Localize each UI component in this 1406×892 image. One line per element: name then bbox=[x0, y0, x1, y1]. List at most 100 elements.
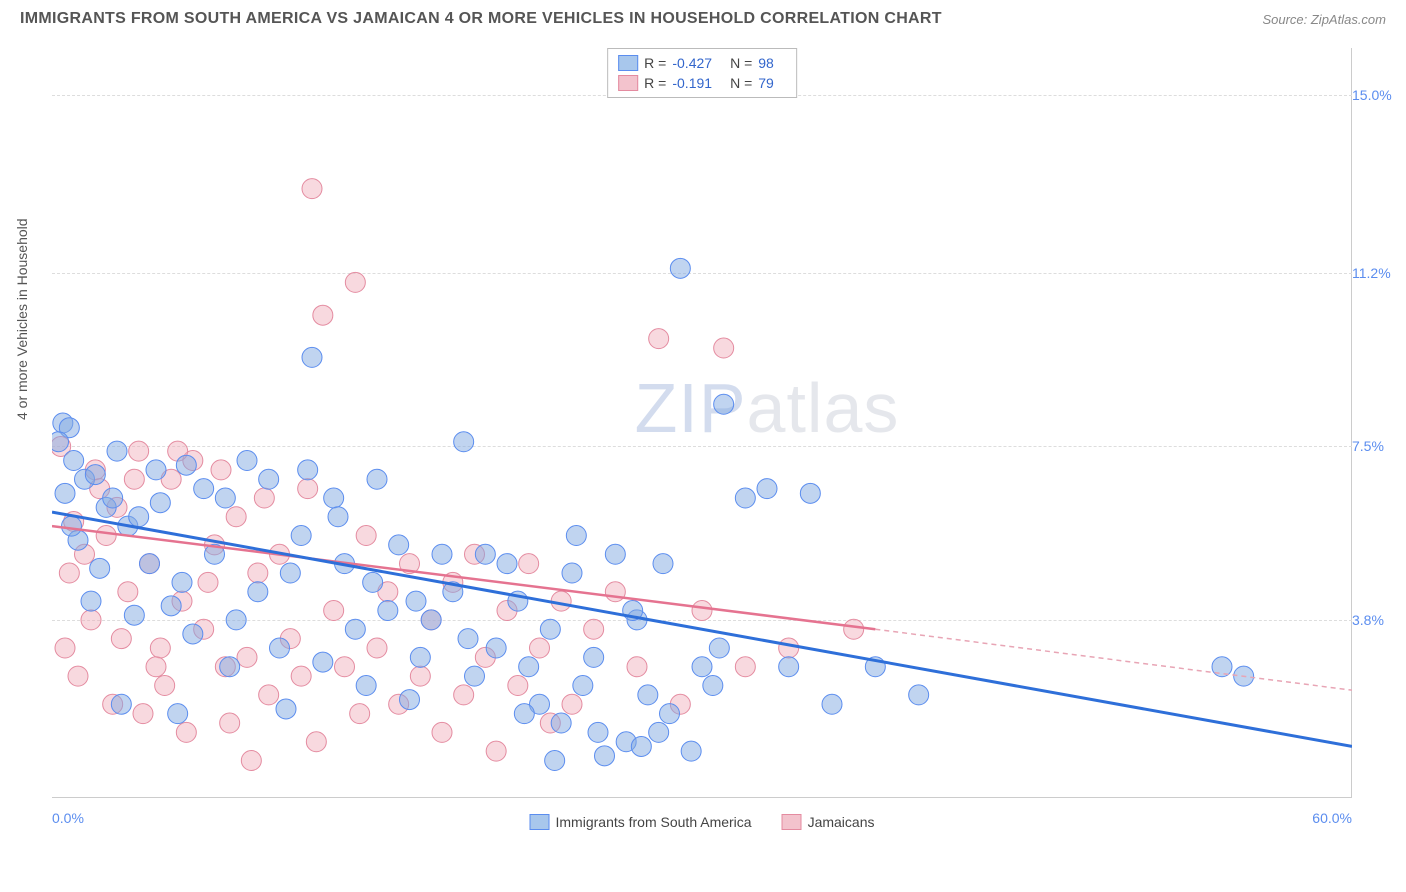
y-tick-label: 7.5% bbox=[1352, 438, 1402, 454]
scatter-point bbox=[367, 469, 387, 489]
scatter-point bbox=[514, 704, 534, 724]
scatter-point bbox=[588, 722, 608, 742]
scatter-point bbox=[220, 713, 240, 733]
scatter-point bbox=[584, 647, 604, 667]
scatter-point bbox=[62, 516, 82, 536]
scatter-point bbox=[692, 657, 712, 677]
scatter-point bbox=[55, 483, 75, 503]
scatter-point bbox=[703, 676, 723, 696]
scatter-point bbox=[313, 305, 333, 325]
scatter-point bbox=[111, 694, 131, 714]
scatter-point bbox=[638, 685, 658, 705]
scatter-point bbox=[194, 479, 214, 499]
scatter-point bbox=[129, 441, 149, 461]
scatter-point bbox=[176, 455, 196, 475]
scatter-point bbox=[519, 657, 539, 677]
scatter-point bbox=[248, 563, 268, 583]
scatter-point bbox=[291, 526, 311, 546]
scatter-point bbox=[124, 605, 144, 625]
scatter-point bbox=[497, 554, 517, 574]
scatter-point bbox=[211, 460, 231, 480]
scatter-point bbox=[124, 469, 144, 489]
trendline bbox=[875, 629, 1352, 690]
scatter-plot-svg bbox=[52, 48, 1352, 798]
scatter-point bbox=[649, 722, 669, 742]
y-tick-label: 15.0% bbox=[1352, 87, 1402, 103]
scatter-point bbox=[458, 629, 478, 649]
n-value-blue: 98 bbox=[758, 55, 774, 71]
scatter-point bbox=[335, 657, 355, 677]
scatter-point bbox=[291, 666, 311, 686]
scatter-point bbox=[356, 676, 376, 696]
scatter-point bbox=[328, 507, 348, 527]
scatter-point bbox=[367, 638, 387, 658]
scatter-point bbox=[220, 657, 240, 677]
y-tick-label: 11.2% bbox=[1352, 265, 1402, 281]
scatter-point bbox=[356, 526, 376, 546]
scatter-point bbox=[692, 601, 712, 621]
scatter-point bbox=[111, 629, 131, 649]
scatter-point bbox=[298, 479, 318, 499]
chart-title: IMMIGRANTS FROM SOUTH AMERICA VS JAMAICA… bbox=[20, 10, 942, 28]
scatter-point bbox=[432, 544, 452, 564]
scatter-point bbox=[363, 572, 383, 592]
scatter-point bbox=[714, 394, 734, 414]
legend-swatch-pink bbox=[618, 75, 638, 91]
y-tick-label: 3.8% bbox=[1352, 612, 1402, 628]
scatter-point bbox=[844, 619, 864, 639]
trendline bbox=[52, 512, 1352, 746]
scatter-point bbox=[735, 488, 755, 508]
scatter-point bbox=[410, 666, 430, 686]
scatter-point bbox=[595, 746, 615, 766]
source-prefix: Source: bbox=[1262, 12, 1310, 27]
scatter-point bbox=[475, 544, 495, 564]
scatter-point bbox=[259, 685, 279, 705]
scatter-point bbox=[562, 694, 582, 714]
scatter-point bbox=[64, 451, 84, 471]
r-label: R = bbox=[644, 55, 666, 71]
scatter-point bbox=[270, 638, 290, 658]
scatter-point bbox=[241, 751, 261, 771]
scatter-point bbox=[681, 741, 701, 761]
scatter-point bbox=[551, 713, 571, 733]
scatter-point bbox=[248, 582, 268, 602]
scatter-point bbox=[584, 619, 604, 639]
scatter-point bbox=[345, 619, 365, 639]
scatter-point bbox=[454, 685, 474, 705]
y-axis-label: 4 or more Vehicles in Household bbox=[14, 218, 30, 420]
scatter-point bbox=[545, 751, 565, 771]
r-value-blue: -0.427 bbox=[672, 55, 712, 71]
scatter-point bbox=[757, 479, 777, 499]
scatter-point bbox=[133, 704, 153, 724]
scatter-point bbox=[198, 572, 218, 592]
scatter-point bbox=[59, 563, 79, 583]
scatter-point bbox=[155, 676, 175, 696]
scatter-point bbox=[573, 676, 593, 696]
scatter-point bbox=[735, 657, 755, 677]
n-label: N = bbox=[730, 75, 752, 91]
scatter-point bbox=[107, 441, 127, 461]
scatter-point bbox=[345, 272, 365, 292]
scatter-point bbox=[183, 624, 203, 644]
scatter-point bbox=[530, 638, 550, 658]
scatter-point bbox=[146, 657, 166, 677]
scatter-point bbox=[118, 582, 138, 602]
legend-swatch-blue bbox=[530, 814, 550, 830]
scatter-point bbox=[85, 465, 105, 485]
scatter-point bbox=[779, 638, 799, 658]
scatter-point bbox=[55, 638, 75, 658]
scatter-point bbox=[410, 647, 430, 667]
scatter-point bbox=[660, 704, 680, 724]
legend-swatch-blue bbox=[618, 55, 638, 71]
scatter-point bbox=[280, 563, 300, 583]
scatter-point bbox=[627, 657, 647, 677]
r-label: R = bbox=[644, 75, 666, 91]
scatter-point bbox=[389, 535, 409, 555]
chart-plot-area: 15.0%11.2%7.5%3.8% ZIPatlas R = -0.427 N… bbox=[52, 48, 1352, 798]
scatter-point bbox=[96, 526, 116, 546]
scatter-point bbox=[237, 451, 257, 471]
scatter-point bbox=[562, 563, 582, 583]
scatter-point bbox=[150, 493, 170, 513]
legend-row-pink: R = -0.191 N = 79 bbox=[618, 73, 786, 93]
scatter-point bbox=[176, 722, 196, 742]
